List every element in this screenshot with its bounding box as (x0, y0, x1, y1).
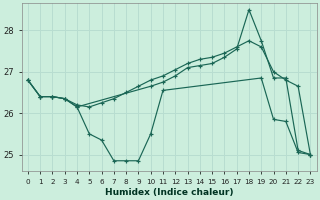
X-axis label: Humidex (Indice chaleur): Humidex (Indice chaleur) (105, 188, 233, 197)
